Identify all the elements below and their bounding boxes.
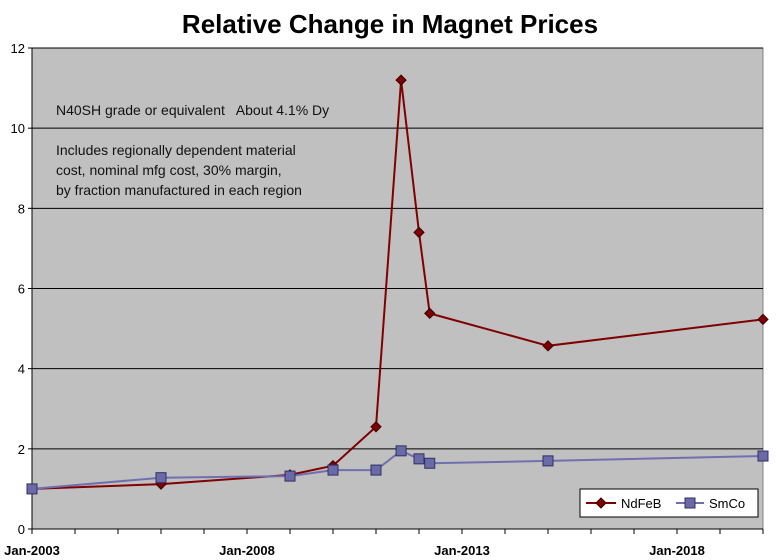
y-tick-label: 0	[18, 522, 25, 537]
data-point-smco	[26, 483, 38, 495]
annotation-grade: N40SH grade or equivalent About 4.1% Dy	[56, 102, 329, 118]
data-point-smco	[413, 453, 425, 465]
data-point-smco	[370, 464, 382, 476]
data-point-ndfeb	[757, 313, 769, 326]
data-point-ndfeb	[542, 340, 554, 352]
series-line-smco	[31, 449, 764, 490]
data-point-smco	[424, 457, 436, 469]
y-tick-label: 8	[18, 201, 25, 216]
legend-marker-ndfeb	[595, 497, 607, 509]
data-point-ndfeb	[413, 226, 425, 239]
data-point-smco	[757, 450, 769, 462]
legend-label-smco: SmCo	[709, 496, 745, 511]
legend-label-ndfeb: NdFeB	[621, 496, 661, 511]
y-tick-label: 10	[11, 121, 25, 136]
data-point-smco	[395, 445, 407, 457]
series-line-ndfeb	[31, 79, 764, 490]
data-point-ndfeb	[424, 307, 436, 320]
y-tick-label: 12	[11, 41, 25, 56]
data-point-ndfeb	[370, 421, 382, 433]
legend-marker-smco	[684, 497, 696, 509]
annotation-line-3: by fraction manufactured in each region	[56, 182, 302, 198]
y-tick-label: 4	[18, 362, 25, 377]
x-tick-label: Jan-2013	[434, 543, 490, 558]
data-point-ndfeb	[395, 74, 407, 86]
chart-title: Relative Change in Magnet Prices	[182, 9, 598, 39]
legend: NdFeB SmCo	[579, 488, 759, 518]
annotation-line-2: cost, nominal mfg cost, 30% margin,	[56, 162, 282, 178]
data-point-smco	[284, 470, 296, 482]
data-point-smco	[155, 472, 167, 484]
y-tick-label: 2	[18, 442, 25, 457]
x-tick-label: Jan-2018	[649, 543, 705, 558]
x-tick-label: Jan-2003	[4, 543, 60, 558]
y-tick-label: 6	[18, 282, 25, 297]
x-tick-label: Jan-2008	[219, 543, 275, 558]
annotation-line-1: Includes regionally dependent material	[56, 142, 296, 158]
data-point-smco	[327, 464, 339, 476]
data-point-smco	[542, 455, 554, 467]
